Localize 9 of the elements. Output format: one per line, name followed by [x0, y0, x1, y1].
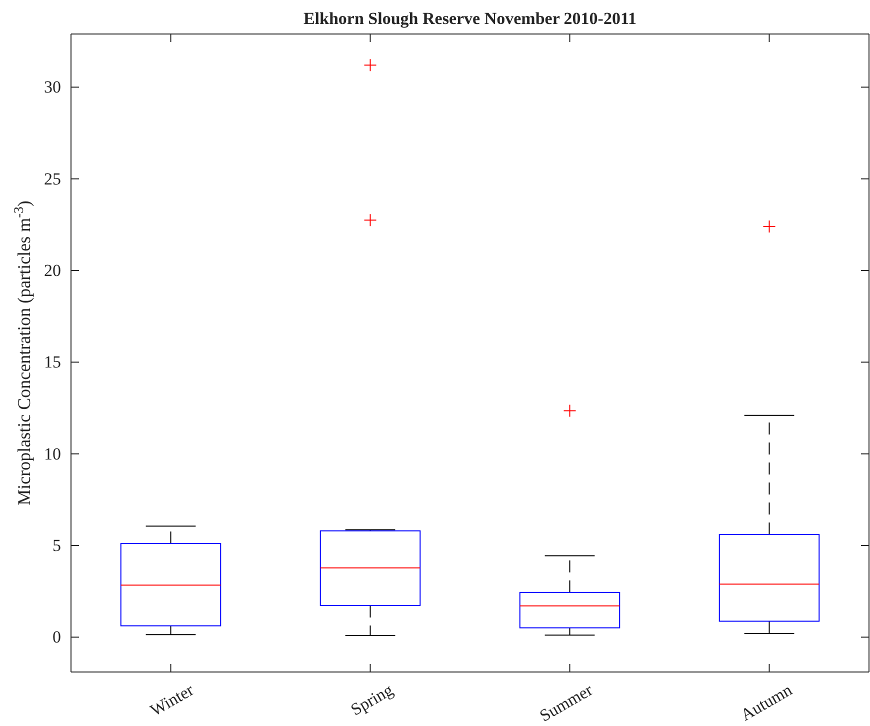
y-tick-label: 30	[44, 78, 61, 97]
y-tick-label: 10	[44, 444, 61, 464]
x-tick-label: Winter	[146, 680, 198, 720]
y-tick-label: 20	[44, 260, 61, 280]
y-tick-label: 5	[52, 536, 61, 555]
y-tick-label: 15	[44, 352, 61, 372]
chart-title: Elkhorn Slough Reserve November 2010-2011	[303, 9, 637, 28]
y-tick-label: 0	[52, 628, 61, 647]
y-tick-label: 25	[44, 169, 61, 188]
